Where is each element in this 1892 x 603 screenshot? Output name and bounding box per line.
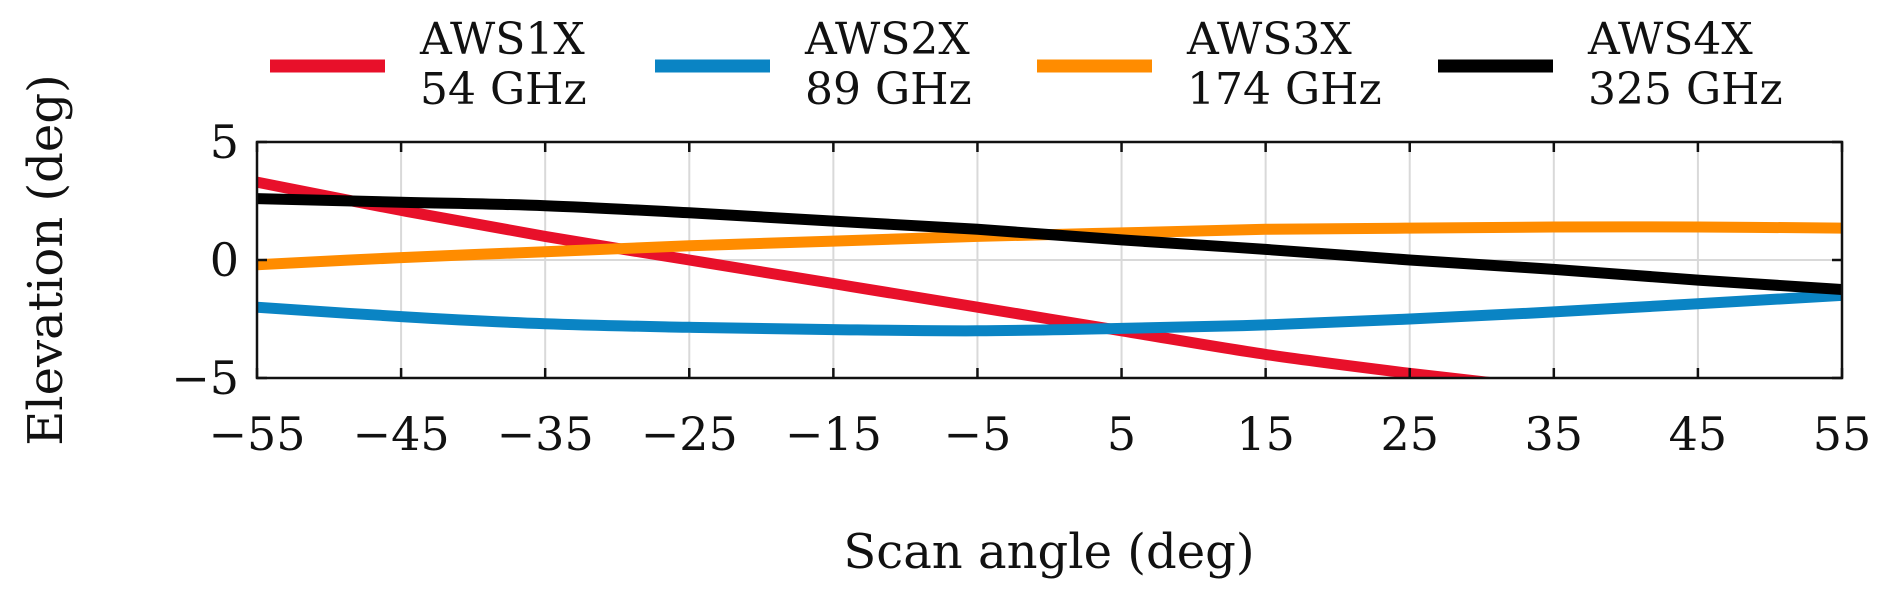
x-tick-label: −55 xyxy=(208,407,305,461)
grid-lines xyxy=(256,141,1843,379)
legend-series-frequency: 89 GHz xyxy=(805,64,972,115)
x-tick-labels: −55 −45 −35 −25 −15 −5 5 15 25 35 45 55 xyxy=(208,407,1871,461)
x-tick-label: −15 xyxy=(785,407,882,461)
series-line-aws2x xyxy=(257,289,1842,337)
legend-series-frequency: 174 GHz xyxy=(1187,64,1382,115)
x-tick-label: −5 xyxy=(944,407,1012,461)
x-tick-label: 45 xyxy=(1669,407,1728,461)
x-tick-label: −25 xyxy=(641,407,738,461)
x-axis-title: Scan angle (deg) xyxy=(843,524,1254,580)
x-tick-label: 25 xyxy=(1380,407,1439,461)
x-tick-label: 55 xyxy=(1813,407,1872,461)
legend-series-frequency: 54 GHz xyxy=(420,64,587,115)
x-tick-label: 35 xyxy=(1525,407,1584,461)
legend-series-name: AWS4X xyxy=(1587,14,1753,65)
legend-series-name: AWS3X xyxy=(1186,14,1352,65)
x-tick-label: 5 xyxy=(1107,407,1136,461)
legend-series-name: AWS2X xyxy=(804,14,970,65)
y-tick-label: 0 xyxy=(210,233,239,287)
y-tick-label: −5 xyxy=(171,351,239,405)
legend-series-frequency: 325 GHz xyxy=(1588,64,1783,115)
series-lines xyxy=(257,176,1842,378)
legend-series-name: AWS1X xyxy=(419,14,585,65)
series-line-aws4x xyxy=(257,193,1842,295)
x-tick-label: 15 xyxy=(1236,407,1295,461)
y-tick-labels: −5 0 5 xyxy=(171,115,239,405)
x-tick-label: −45 xyxy=(353,407,450,461)
series-line-aws1x xyxy=(257,176,1499,378)
x-tick-label: −35 xyxy=(497,407,594,461)
axis-ticks xyxy=(255,140,1844,380)
y-axis-title: Elevation (deg) xyxy=(18,74,74,446)
y-tick-label: 5 xyxy=(210,115,239,169)
